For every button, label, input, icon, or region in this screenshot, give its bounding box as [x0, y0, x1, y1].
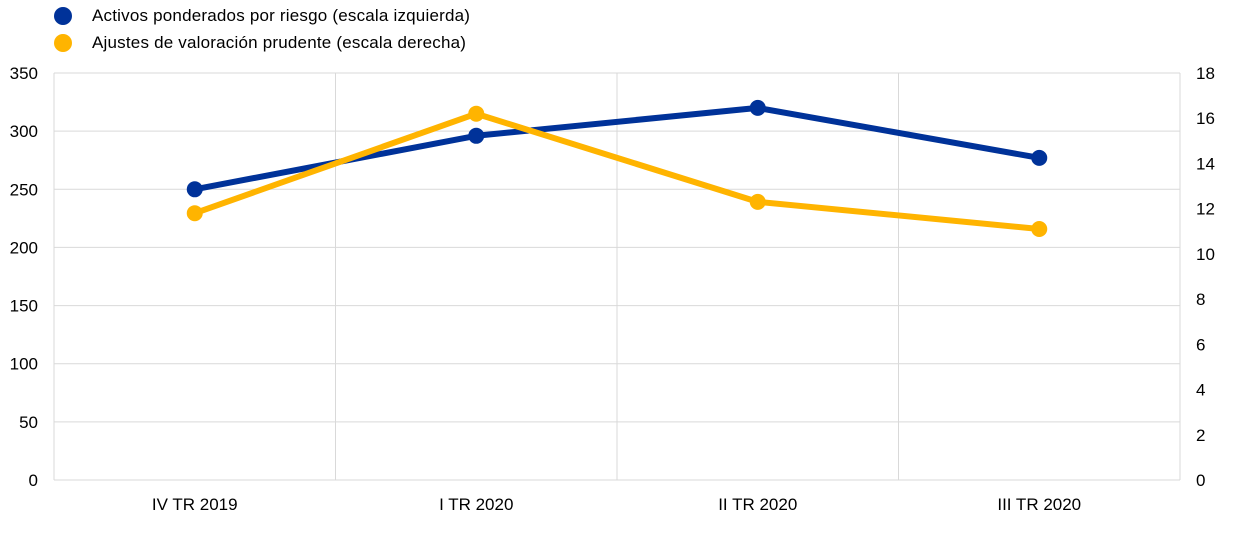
legend-marker-pva [54, 33, 72, 52]
chart-legend: Activos ponderados por riesgo (escala iz… [54, 2, 470, 56]
y-left-tick-label: 0 [29, 471, 38, 490]
y-right-tick-label: 18 [1196, 64, 1215, 83]
y-right-tick-label: 8 [1196, 290, 1205, 309]
legend-item-rwa: Activos ponderados por riesgo (escala iz… [54, 2, 470, 29]
y-right-tick-label: 16 [1196, 109, 1215, 128]
y-left-tick-label: 350 [10, 64, 38, 83]
y-left-tick-label: 100 [10, 355, 38, 374]
y-left-tick-label: 200 [10, 238, 38, 257]
series-line-pva [191, 110, 1043, 233]
data-point-rwa [468, 127, 485, 144]
y-left-tick-label: 250 [10, 180, 38, 199]
legend-label-pva: Ajustes de valoración prudente (escala d… [92, 32, 467, 52]
y-right-tick-label: 6 [1196, 335, 1205, 354]
y-left-tick-label: 300 [10, 122, 38, 141]
x-tick-label: III TR 2020 [997, 495, 1081, 514]
data-point-pva [1031, 221, 1048, 238]
y-right-tick-label: 4 [1196, 381, 1205, 400]
data-point-rwa [186, 181, 203, 198]
legend-marker-rwa [54, 6, 72, 25]
legend-label-rwa: Activos ponderados por riesgo (escala iz… [92, 5, 471, 25]
data-point-pva [468, 105, 485, 122]
x-tick-label: IV TR 2019 [152, 495, 238, 514]
y-left-tick-label: 50 [19, 413, 38, 432]
y-right-tick-label: 10 [1196, 245, 1215, 264]
data-point-rwa [749, 99, 766, 116]
data-point-pva [186, 205, 203, 222]
data-point-pva [749, 193, 766, 210]
x-tick-label: I TR 2020 [439, 495, 513, 514]
y-right-tick-label: 14 [1196, 154, 1215, 173]
y-right-tick-label: 12 [1196, 200, 1215, 219]
x-tick-label: II TR 2020 [718, 495, 797, 514]
y-left-tick-label: 150 [10, 297, 38, 316]
y-right-tick-label: 0 [1196, 471, 1205, 490]
y-right-tick-label: 2 [1196, 426, 1205, 445]
data-point-rwa [1031, 149, 1048, 166]
legend-item-pva: Ajustes de valoración prudente (escala d… [54, 29, 470, 56]
